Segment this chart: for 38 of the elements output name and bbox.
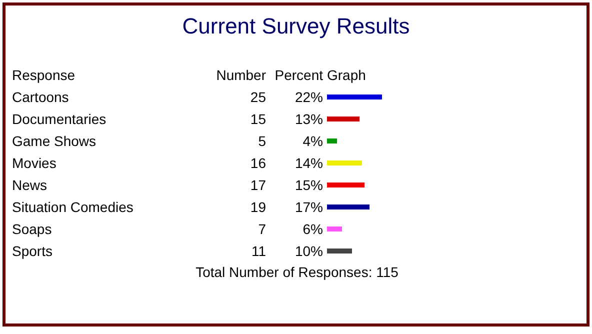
data-label: 6% bbox=[302, 221, 323, 237]
data-label: 22% bbox=[294, 89, 323, 105]
chart-title: Current Survey Results bbox=[182, 14, 410, 38]
text: Graph bbox=[327, 67, 366, 83]
text: 7 bbox=[258, 221, 266, 237]
text: Percent bbox=[274, 67, 324, 83]
bar bbox=[327, 248, 352, 254]
text: Response bbox=[12, 67, 76, 83]
data-label: 15% bbox=[294, 177, 323, 193]
text: Total Number of Responses: 115 bbox=[196, 264, 399, 280]
y-tick-label: Sports bbox=[12, 243, 52, 259]
y-tick-label: Movies bbox=[12, 155, 56, 171]
text: 5 bbox=[258, 133, 266, 149]
text: 25 bbox=[250, 89, 266, 105]
y-tick-label: Game Shows bbox=[12, 133, 96, 149]
bar bbox=[327, 138, 337, 144]
y-tick-label: Documentaries bbox=[12, 111, 106, 127]
data-label: 17% bbox=[294, 199, 323, 215]
text: 11 bbox=[251, 243, 266, 259]
text: 17 bbox=[250, 177, 266, 193]
text: Number bbox=[216, 67, 266, 83]
y-tick-label: Cartoons bbox=[12, 89, 69, 105]
y-tick-label: News bbox=[12, 177, 48, 193]
data-label: 13% bbox=[294, 111, 323, 127]
data-label: 10% bbox=[294, 243, 323, 259]
text: 15 bbox=[250, 111, 266, 127]
y-tick-label: Soaps bbox=[12, 221, 52, 237]
data-label: 4% bbox=[302, 133, 323, 149]
data-label: 14% bbox=[294, 155, 323, 171]
bar bbox=[327, 204, 370, 210]
text: 16 bbox=[250, 155, 266, 171]
bar bbox=[327, 94, 382, 100]
y-tick-label: Situation Comedies bbox=[12, 199, 134, 215]
bar bbox=[327, 160, 362, 166]
bar bbox=[327, 226, 342, 232]
bar bbox=[327, 182, 364, 188]
bar bbox=[327, 116, 360, 122]
text: 19 bbox=[250, 199, 266, 215]
